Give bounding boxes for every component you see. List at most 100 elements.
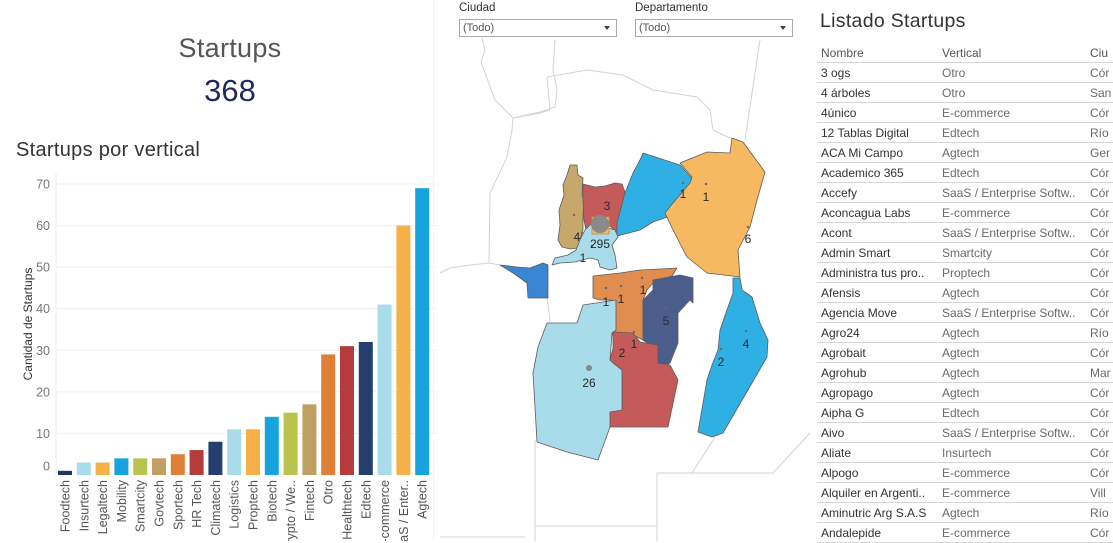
table-row[interactable]: Aconcagua Labs E-commerce Cór	[817, 203, 1113, 223]
bar-logistics[interactable]	[227, 429, 242, 475]
x-tick-label: Smartcity	[134, 479, 148, 532]
map-label: 1	[640, 283, 647, 297]
table-row[interactable]: 4único E-commerce Cór	[817, 103, 1113, 123]
cell-vertical: Edtech	[942, 166, 980, 180]
departamento-dropdown[interactable]: (Todo)	[635, 19, 793, 37]
table-row[interactable]: Agrobait Agtech Cór	[817, 343, 1113, 363]
table-row[interactable]: Aliate Insurtech Cór	[817, 443, 1113, 463]
cell-vertical: SaaS / Enterprise Softw..	[942, 226, 1076, 240]
y-tick-label: 70	[36, 178, 50, 192]
table-row[interactable]: Academico 365 Edtech Cór	[817, 163, 1113, 183]
bar-saas-enter-[interactable]	[396, 225, 411, 475]
outline-west	[488, 76, 551, 264]
table-row[interactable]: Admin Smart Smartcity Cór	[817, 243, 1113, 263]
cell-vertical: E-commerce	[942, 486, 1011, 500]
x-tick-label: Edtech	[359, 480, 373, 519]
table-title: Listado Startups	[820, 10, 966, 32]
table-row[interactable]: 4 árboles Otro San	[817, 83, 1113, 103]
bar-foodtech[interactable]	[58, 470, 72, 475]
y-axis-title: Cantidad de Startups	[21, 268, 35, 381]
bar-agtech[interactable]	[415, 188, 430, 475]
x-tick-label: Crypto / We..	[284, 480, 298, 541]
cell-nombre: Admin Smart	[821, 246, 891, 260]
chevron-down-icon[interactable]	[780, 26, 786, 30]
map-label: 2	[718, 355, 725, 369]
cell-vertical: Agtech	[942, 146, 980, 160]
table-row[interactable]: Aivo SaaS / Enterprise Softw.. Cór	[817, 423, 1113, 443]
region-royal-west[interactable]	[499, 262, 549, 299]
region-blue-east[interactable]	[697, 277, 769, 438]
header-vertical[interactable]: Vertical	[942, 46, 982, 60]
bar-mobility[interactable]	[114, 458, 129, 475]
map-label: 2	[619, 346, 626, 360]
city-marker-circle[interactable]	[591, 215, 609, 233]
bar-fintech[interactable]	[302, 404, 317, 475]
x-tick-label: Otro	[322, 480, 336, 504]
cell-ciudad: Cór	[1090, 406, 1110, 420]
table-row[interactable]: 12 Tablas Digital Edtech Río	[817, 123, 1113, 143]
table-row[interactable]: 3 ogs Otro Cór	[817, 63, 1113, 83]
cell-nombre: Administra tus pro..	[821, 266, 925, 280]
bar-biotech[interactable]	[264, 416, 279, 475]
bar-proptech[interactable]	[246, 429, 260, 475]
cell-vertical: Smartcity	[942, 246, 993, 260]
table-row[interactable]: Andalepide E-commerce Cór	[817, 523, 1113, 543]
region-orange-east[interactable]	[664, 137, 766, 278]
bar-sportech[interactable]	[170, 454, 185, 475]
table-row[interactable]: Agrohub Agtech Mar	[817, 363, 1113, 383]
bar-crypto-we-[interactable]	[283, 412, 298, 475]
cell-ciudad: Cór	[1090, 446, 1110, 460]
departamento-dropdown-value: (Todo)	[639, 22, 671, 34]
cell-vertical: E-commerce	[942, 526, 1011, 540]
table-row[interactable]: Alquiler en Argenti.. E-commerce Vill	[817, 483, 1113, 503]
x-tick-label: E-commerce	[378, 480, 392, 541]
table-row[interactable]: Aminutric Arg S.A.S Agtech Río	[817, 503, 1113, 523]
table-row[interactable]: Acont SaaS / Enterprise Softw.. Cór	[817, 223, 1113, 243]
table-row[interactable]: Accefy SaaS / Enterprise Softw.. Cór	[817, 183, 1113, 203]
bar-edtech[interactable]	[358, 341, 373, 475]
ciudad-dropdown[interactable]: (Todo)	[459, 19, 617, 37]
bar-otro[interactable]	[321, 354, 336, 475]
header-nombre[interactable]: Nombre	[821, 46, 864, 60]
map-label: 1	[703, 190, 710, 204]
cell-nombre: Acont	[821, 226, 852, 240]
table-row[interactable]: Aipha G Edtech Cór	[817, 403, 1113, 423]
outline-south-west	[439, 262, 501, 274]
cell-nombre: 4 árboles	[821, 86, 871, 100]
cell-ciudad: Río	[1090, 506, 1109, 520]
table-row[interactable]: Agro24 Agtech Río	[817, 323, 1113, 343]
table-row[interactable]: Agencia Move SaaS / Enterprise Softw.. Cór	[817, 303, 1113, 323]
bar-hr-tech[interactable]	[189, 450, 204, 475]
bar-climatech[interactable]	[208, 441, 223, 475]
cell-nombre: Agencia Move	[821, 306, 898, 320]
department-map[interactable]: 3 295 4 1 1 1 6 1 1 1 5 1 2 26 4 2	[437, 0, 817, 541]
department-shapes	[499, 137, 769, 461]
outline-south-b	[535, 525, 658, 541]
table-row[interactable]: Administra tus pro.. Proptech Cór	[817, 263, 1113, 283]
table-row[interactable]: Alpogo E-commerce Cór	[817, 463, 1113, 483]
y-tick-label: 20	[36, 385, 50, 399]
region-lightblue-capital[interactable]	[551, 222, 619, 271]
chevron-down-icon[interactable]	[604, 26, 610, 30]
cell-ciudad: Cór	[1090, 206, 1110, 220]
bar-chart[interactable]: 0 10 20 30 40 50 60 70 Cantidad de Startups Foo…	[0, 160, 437, 541]
outline-north-east	[744, 39, 761, 141]
bar-legaltech[interactable]	[95, 462, 110, 475]
table-row[interactable]: Afensis Agtech Cór	[817, 283, 1113, 303]
cell-ciudad: Cór	[1090, 166, 1110, 180]
y-tick-label: 10	[36, 427, 50, 441]
bar-healthtech[interactable]	[340, 346, 354, 475]
x-tick-label: Fintech	[303, 480, 317, 521]
bar-e-commerce[interactable]	[377, 304, 392, 475]
cell-nombre: Aivo	[821, 426, 845, 440]
map-label: 1	[618, 292, 625, 306]
bar-smartcity[interactable]	[133, 458, 148, 475]
bar-govtech[interactable]	[152, 458, 166, 475]
table-row[interactable]: Agropago Agtech Cór	[817, 383, 1113, 403]
region-lightblue-south[interactable]	[532, 299, 623, 461]
header-ciudad[interactable]: Ciu	[1090, 46, 1109, 60]
bar-insurtech[interactable]	[76, 462, 91, 475]
cell-ciudad: Cór	[1090, 66, 1110, 80]
table-row[interactable]: ACA Mi Campo Agtech Ger	[817, 143, 1113, 163]
startups-table[interactable]: Nombre Vertical Ciu 3 ogs Otro Cór 4 árbole…	[817, 43, 1113, 543]
